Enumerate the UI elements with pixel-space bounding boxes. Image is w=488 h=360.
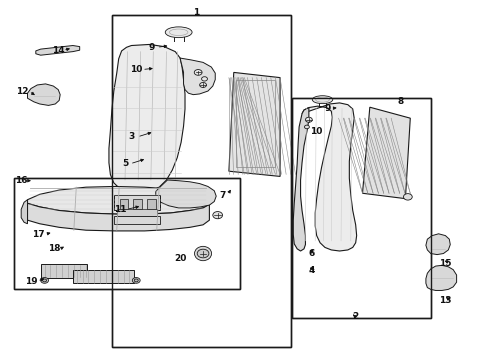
Ellipse shape: [315, 97, 329, 102]
Text: 16: 16: [15, 176, 27, 185]
Text: 7: 7: [219, 190, 225, 199]
Polygon shape: [36, 45, 80, 55]
Bar: [14, 178, 239, 289]
Bar: [41, 264, 87, 278]
Polygon shape: [302, 103, 356, 251]
Text: 17: 17: [32, 230, 45, 239]
Text: 15: 15: [438, 259, 451, 268]
Text: 2: 2: [352, 312, 358, 321]
Bar: [112, 15, 290, 347]
Circle shape: [212, 212, 222, 219]
Bar: [133, 199, 142, 209]
Bar: [114, 216, 160, 224]
Text: 6: 6: [308, 249, 314, 258]
Bar: [292, 98, 430, 318]
Circle shape: [132, 278, 140, 283]
Polygon shape: [425, 265, 456, 291]
Text: 1: 1: [192, 8, 199, 17]
Bar: [114, 195, 160, 211]
Text: 19: 19: [24, 276, 37, 285]
Ellipse shape: [312, 96, 332, 104]
Ellipse shape: [194, 246, 211, 261]
Circle shape: [403, 194, 411, 200]
Text: 9: 9: [324, 104, 330, 113]
Polygon shape: [293, 108, 308, 251]
Text: 3: 3: [128, 132, 134, 141]
Bar: [292, 98, 430, 318]
Bar: [112, 15, 290, 347]
Circle shape: [42, 279, 46, 282]
Text: 12: 12: [17, 86, 29, 95]
Polygon shape: [425, 234, 449, 255]
Polygon shape: [180, 58, 215, 95]
Bar: [147, 199, 156, 209]
Polygon shape: [27, 84, 60, 105]
Text: 5: 5: [122, 159, 128, 168]
Polygon shape: [21, 200, 27, 224]
Text: 14: 14: [52, 46, 64, 55]
Circle shape: [134, 279, 138, 282]
Bar: [236, 80, 275, 167]
Text: 13: 13: [438, 296, 451, 305]
Circle shape: [197, 249, 208, 258]
Polygon shape: [156, 180, 216, 208]
Bar: [117, 210, 157, 216]
Text: 11: 11: [114, 205, 126, 214]
Text: 10: 10: [130, 65, 142, 74]
Text: 4: 4: [308, 266, 314, 275]
Polygon shape: [27, 186, 209, 214]
Circle shape: [41, 278, 48, 283]
Polygon shape: [362, 107, 409, 199]
Circle shape: [199, 82, 206, 87]
Polygon shape: [228, 72, 280, 176]
Circle shape: [201, 77, 207, 81]
Bar: [120, 199, 128, 209]
Text: 20: 20: [174, 254, 186, 263]
Bar: [73, 270, 134, 283]
Text: 10: 10: [310, 127, 322, 136]
Ellipse shape: [165, 27, 192, 38]
Bar: [14, 178, 239, 289]
Text: 18: 18: [48, 244, 61, 253]
Circle shape: [304, 125, 309, 129]
Circle shape: [194, 69, 202, 75]
Polygon shape: [109, 44, 184, 194]
Ellipse shape: [169, 29, 187, 36]
Circle shape: [305, 117, 312, 122]
Text: 8: 8: [397, 96, 403, 105]
Polygon shape: [27, 203, 209, 231]
Text: 9: 9: [148, 43, 155, 52]
